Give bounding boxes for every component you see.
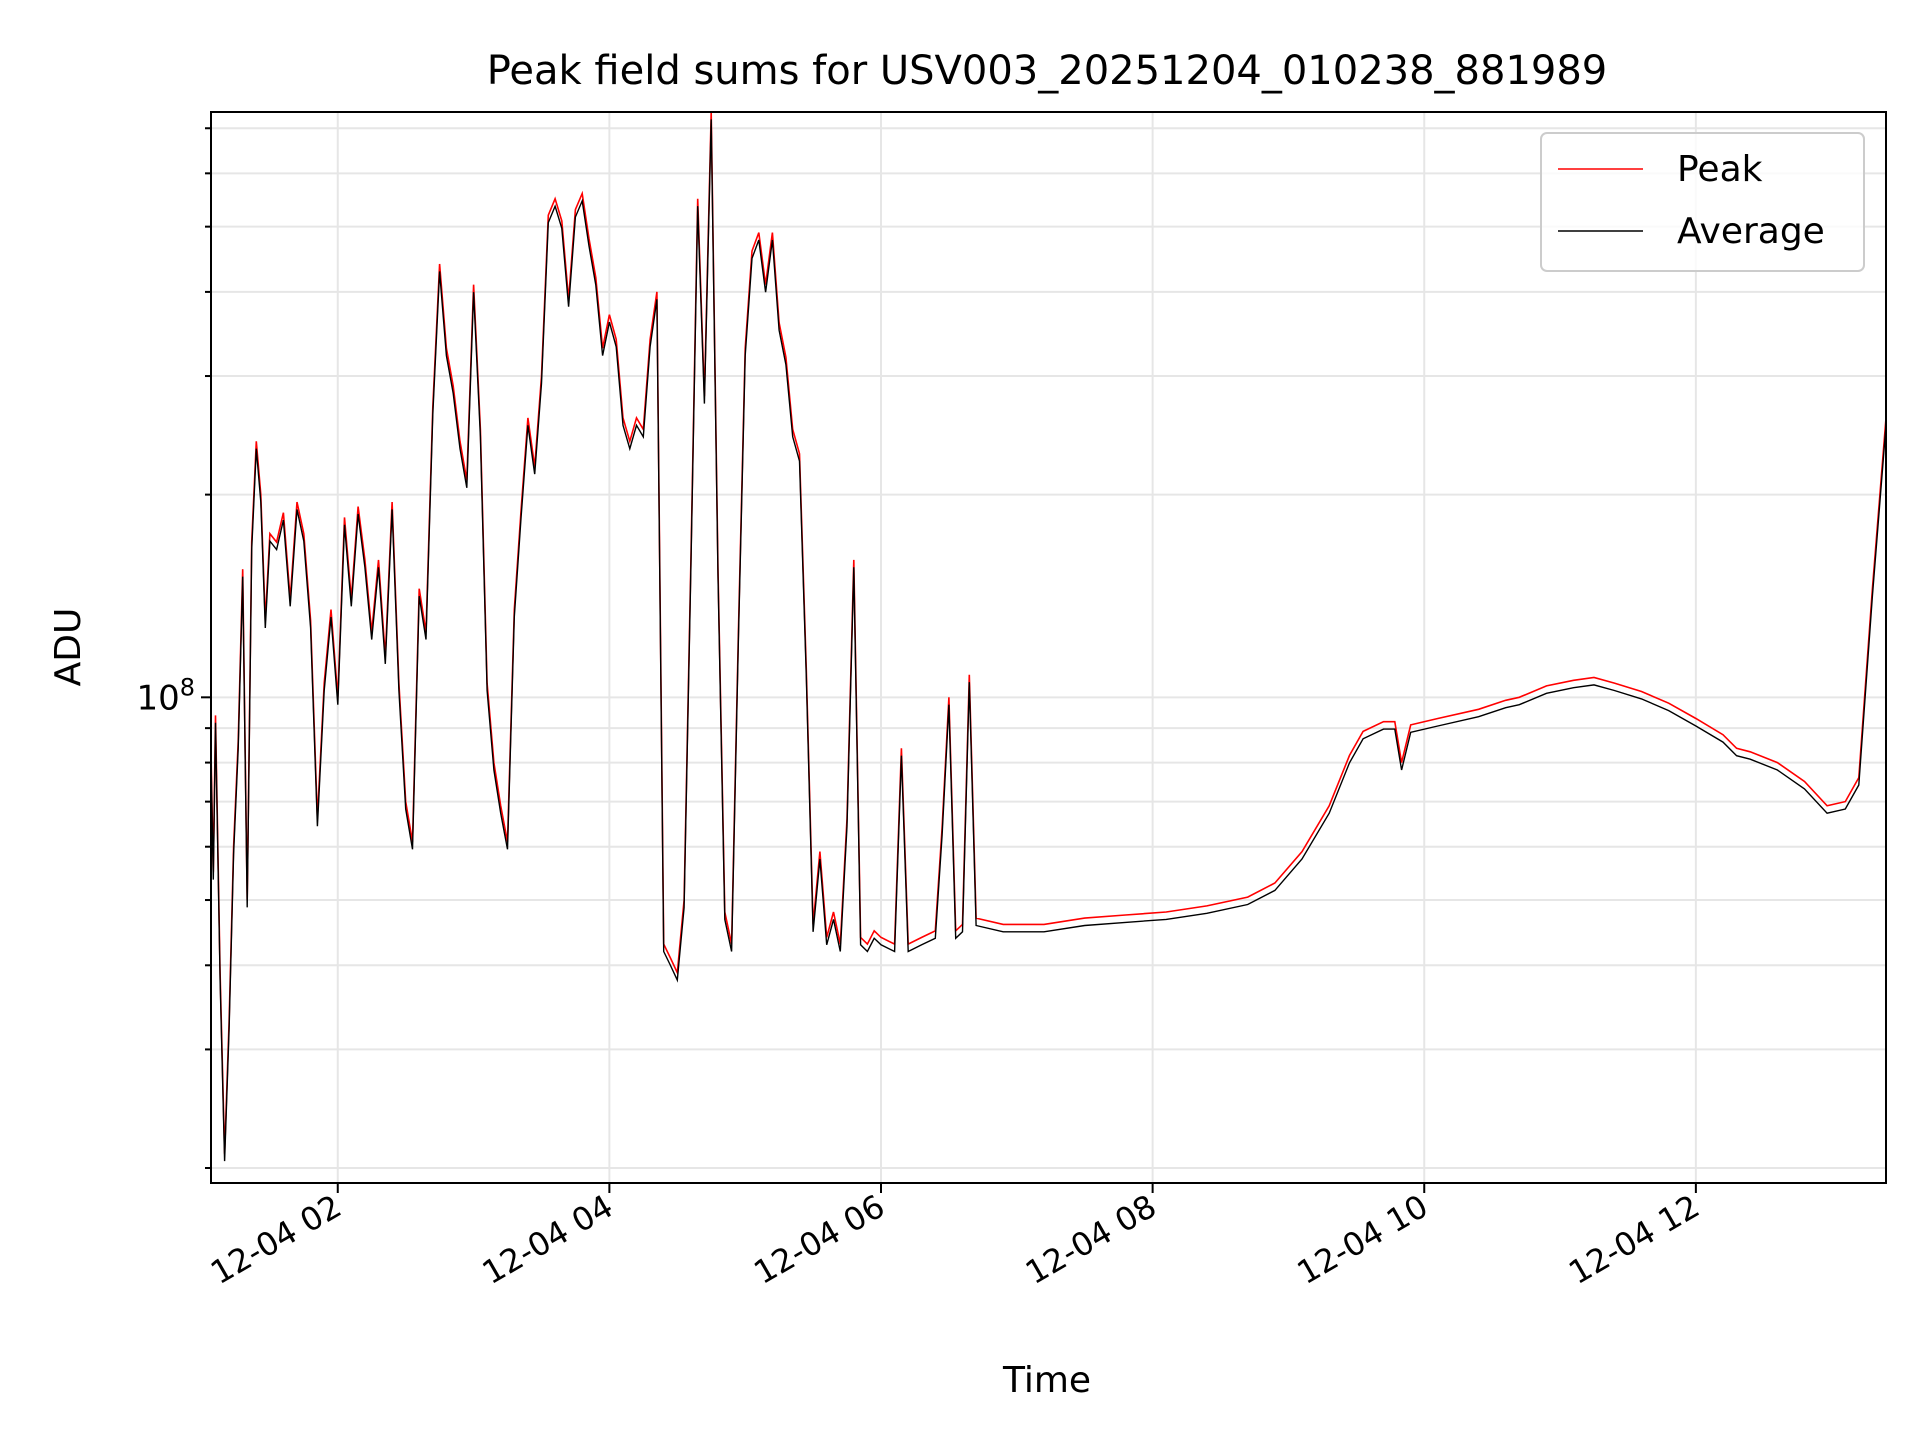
- y-axis-label: ADU: [48, 608, 89, 687]
- chart-title: Peak field sums for USV003_20251204_0102…: [487, 48, 1608, 94]
- series-average-line: [211, 119, 1886, 1162]
- x-axis-label: Time: [1002, 1360, 1091, 1401]
- series-layer: [211, 112, 1886, 1162]
- legend: Peak Average: [1540, 132, 1865, 272]
- y-tick-label: 108: [136, 673, 195, 718]
- plot-frame: [210, 111, 1887, 1184]
- legend-label-average: Average: [1677, 211, 1825, 252]
- y-axis: 108: [136, 127, 211, 1169]
- legend-label-peak: Peak: [1677, 149, 1763, 190]
- legend-box: [1540, 132, 1865, 272]
